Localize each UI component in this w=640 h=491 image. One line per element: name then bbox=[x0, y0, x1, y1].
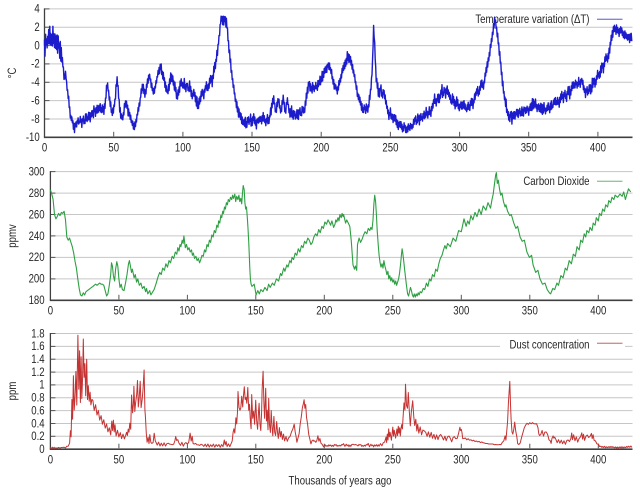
svg-text:200: 200 bbox=[29, 273, 45, 286]
svg-text:250: 250 bbox=[382, 142, 398, 155]
svg-text:250: 250 bbox=[385, 305, 401, 318]
svg-text:0: 0 bbox=[34, 39, 39, 52]
svg-text:Dust concentration: Dust concentration bbox=[510, 338, 590, 351]
svg-text:2: 2 bbox=[34, 21, 39, 34]
svg-text:180: 180 bbox=[29, 294, 45, 307]
svg-text:-4: -4 bbox=[31, 76, 40, 89]
svg-text:350: 350 bbox=[522, 305, 538, 318]
svg-text:100: 100 bbox=[175, 142, 191, 155]
svg-text:150: 150 bbox=[248, 454, 264, 467]
svg-text:250: 250 bbox=[385, 454, 401, 467]
svg-text:350: 350 bbox=[522, 454, 538, 467]
svg-text:1.6: 1.6 bbox=[31, 340, 44, 353]
svg-text:300: 300 bbox=[29, 165, 45, 178]
svg-text:0: 0 bbox=[48, 454, 53, 467]
svg-text:280: 280 bbox=[29, 187, 45, 200]
svg-text:4: 4 bbox=[34, 3, 39, 16]
svg-text:0: 0 bbox=[42, 142, 47, 155]
svg-text:0: 0 bbox=[48, 305, 53, 318]
svg-text:200: 200 bbox=[316, 454, 332, 467]
svg-text:240: 240 bbox=[29, 230, 45, 243]
svg-text:350: 350 bbox=[521, 142, 537, 155]
svg-text:Temperature variation (ΔT): Temperature variation (ΔT) bbox=[475, 13, 589, 26]
svg-text:400: 400 bbox=[590, 305, 606, 318]
svg-text:Carbon Dioxide: Carbon Dioxide bbox=[523, 175, 589, 188]
svg-text:50: 50 bbox=[114, 305, 125, 318]
svg-text:0.2: 0.2 bbox=[31, 430, 44, 443]
svg-text:300: 300 bbox=[453, 454, 469, 467]
svg-text:1.8: 1.8 bbox=[31, 327, 44, 340]
svg-text:100: 100 bbox=[179, 305, 195, 318]
svg-text:220: 220 bbox=[29, 251, 45, 264]
svg-text:50: 50 bbox=[108, 142, 119, 155]
svg-text:-2: -2 bbox=[31, 58, 40, 71]
svg-text:ppmv: ppmv bbox=[6, 224, 19, 248]
svg-text:100: 100 bbox=[179, 454, 195, 467]
svg-text:0.8: 0.8 bbox=[31, 392, 44, 405]
svg-text:0: 0 bbox=[39, 443, 44, 456]
svg-text:ppm: ppm bbox=[6, 382, 19, 401]
svg-text:300: 300 bbox=[453, 305, 469, 318]
svg-text:Thousands of years ago: Thousands of years ago bbox=[289, 474, 392, 487]
svg-text:0.6: 0.6 bbox=[31, 404, 44, 417]
svg-text:200: 200 bbox=[316, 305, 332, 318]
svg-text:0.4: 0.4 bbox=[31, 417, 44, 430]
svg-text:300: 300 bbox=[452, 142, 468, 155]
svg-text:1: 1 bbox=[39, 379, 44, 392]
svg-text:260: 260 bbox=[29, 208, 45, 221]
svg-text:50: 50 bbox=[114, 454, 125, 467]
svg-text:°C: °C bbox=[6, 67, 19, 78]
svg-text:-8: -8 bbox=[31, 113, 40, 126]
svg-text:400: 400 bbox=[590, 454, 606, 467]
svg-text:200: 200 bbox=[313, 142, 329, 155]
svg-text:400: 400 bbox=[590, 142, 606, 155]
svg-text:-10: -10 bbox=[26, 131, 40, 144]
svg-text:1.4: 1.4 bbox=[31, 353, 44, 366]
svg-text:150: 150 bbox=[248, 305, 264, 318]
svg-text:1.2: 1.2 bbox=[31, 366, 44, 379]
svg-text:150: 150 bbox=[244, 142, 260, 155]
svg-text:-6: -6 bbox=[31, 94, 40, 107]
